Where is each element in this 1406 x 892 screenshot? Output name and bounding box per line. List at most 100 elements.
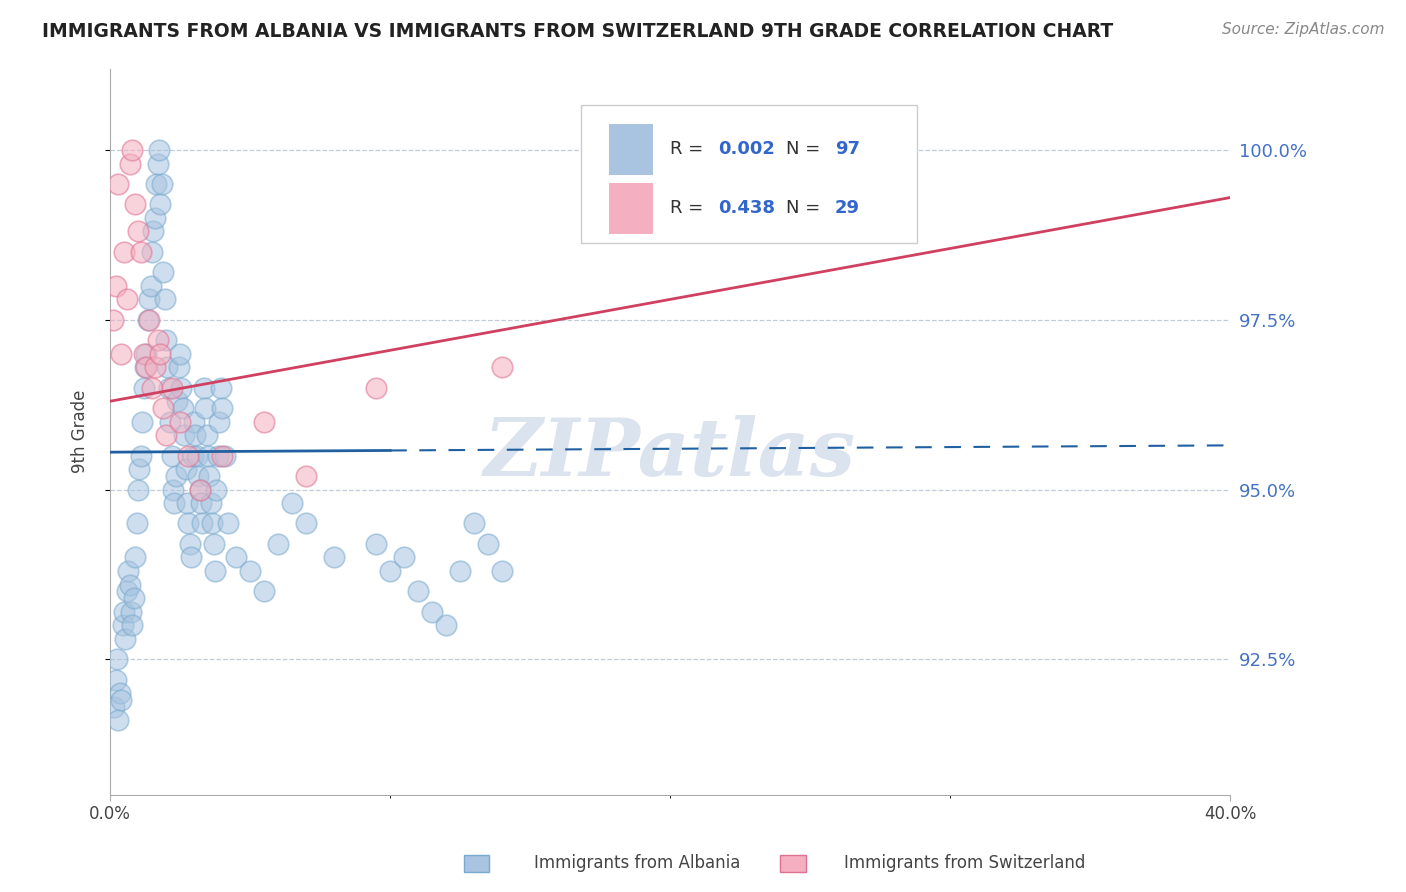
Point <box>117 564 139 578</box>
Point <box>121 143 143 157</box>
Point <box>225 550 247 565</box>
Point <box>163 496 186 510</box>
Point <box>104 673 127 687</box>
Bar <box>609 124 654 175</box>
Point <box>207 449 229 463</box>
Point <box>145 177 167 191</box>
Point <box>150 177 173 191</box>
Point <box>124 550 146 565</box>
Point <box>406 584 429 599</box>
Text: ZIPatlas: ZIPatlas <box>484 415 856 492</box>
Point <box>142 225 165 239</box>
Point <box>152 265 174 279</box>
Point <box>208 415 231 429</box>
Point <box>143 211 166 225</box>
Point <box>146 333 169 347</box>
Text: Source: ZipAtlas.com: Source: ZipAtlas.com <box>1222 22 1385 37</box>
Point <box>134 360 156 375</box>
Point <box>121 618 143 632</box>
Point <box>127 225 149 239</box>
Point <box>118 577 141 591</box>
Point <box>491 360 513 375</box>
Point <box>204 564 226 578</box>
Point <box>176 496 198 510</box>
Point <box>253 415 276 429</box>
Point <box>211 401 233 415</box>
Text: 0.438: 0.438 <box>718 200 775 218</box>
Point <box>152 401 174 415</box>
Point <box>120 605 142 619</box>
Point <box>107 177 129 191</box>
Point <box>181 449 204 463</box>
Point <box>110 347 132 361</box>
Point <box>157 381 180 395</box>
Point <box>177 449 200 463</box>
Point <box>183 415 205 429</box>
Point <box>114 632 136 646</box>
Point <box>194 401 217 415</box>
Point <box>184 428 207 442</box>
Point <box>131 415 153 429</box>
Text: Immigrants from Albania: Immigrants from Albania <box>534 855 741 872</box>
Point <box>138 293 160 307</box>
Point <box>179 537 201 551</box>
Point <box>378 564 401 578</box>
Point <box>135 360 157 375</box>
Point <box>101 312 124 326</box>
Point <box>122 591 145 606</box>
Point <box>138 312 160 326</box>
Point <box>177 516 200 531</box>
Text: 97: 97 <box>835 140 860 158</box>
Text: 0.002: 0.002 <box>718 140 775 158</box>
Point <box>434 618 457 632</box>
Point <box>149 347 172 361</box>
Point <box>160 381 183 395</box>
Point <box>107 714 129 728</box>
Point <box>195 428 218 442</box>
Point <box>155 428 177 442</box>
Point <box>124 197 146 211</box>
Point <box>214 449 236 463</box>
Point <box>110 693 132 707</box>
Point <box>141 381 163 395</box>
Point <box>463 516 485 531</box>
Point <box>295 516 318 531</box>
Point <box>162 483 184 497</box>
Point <box>136 312 159 326</box>
Point <box>166 394 188 409</box>
Point <box>135 347 157 361</box>
Point <box>159 415 181 429</box>
Point <box>148 143 170 157</box>
Point <box>217 516 239 531</box>
Point <box>449 564 471 578</box>
Point <box>200 496 222 510</box>
Point <box>128 462 150 476</box>
Point <box>155 333 177 347</box>
Bar <box>609 183 654 234</box>
Point <box>323 550 346 565</box>
Point <box>420 605 443 619</box>
Point <box>193 381 215 395</box>
Point <box>239 564 262 578</box>
Point <box>190 496 212 510</box>
Point <box>105 652 128 666</box>
Point <box>167 360 190 375</box>
Point <box>149 197 172 211</box>
Point <box>366 537 388 551</box>
Point <box>174 462 197 476</box>
Point <box>201 516 224 531</box>
Text: R =: R = <box>671 140 709 158</box>
Point <box>211 449 233 463</box>
Point <box>180 550 202 565</box>
Point <box>112 244 135 259</box>
Point <box>129 244 152 259</box>
Point <box>169 347 191 361</box>
Point <box>253 584 276 599</box>
Point <box>170 381 193 395</box>
Point <box>125 516 148 531</box>
Point <box>281 496 304 510</box>
Point <box>111 618 134 632</box>
Point <box>108 686 131 700</box>
Point <box>491 564 513 578</box>
Point <box>477 537 499 551</box>
